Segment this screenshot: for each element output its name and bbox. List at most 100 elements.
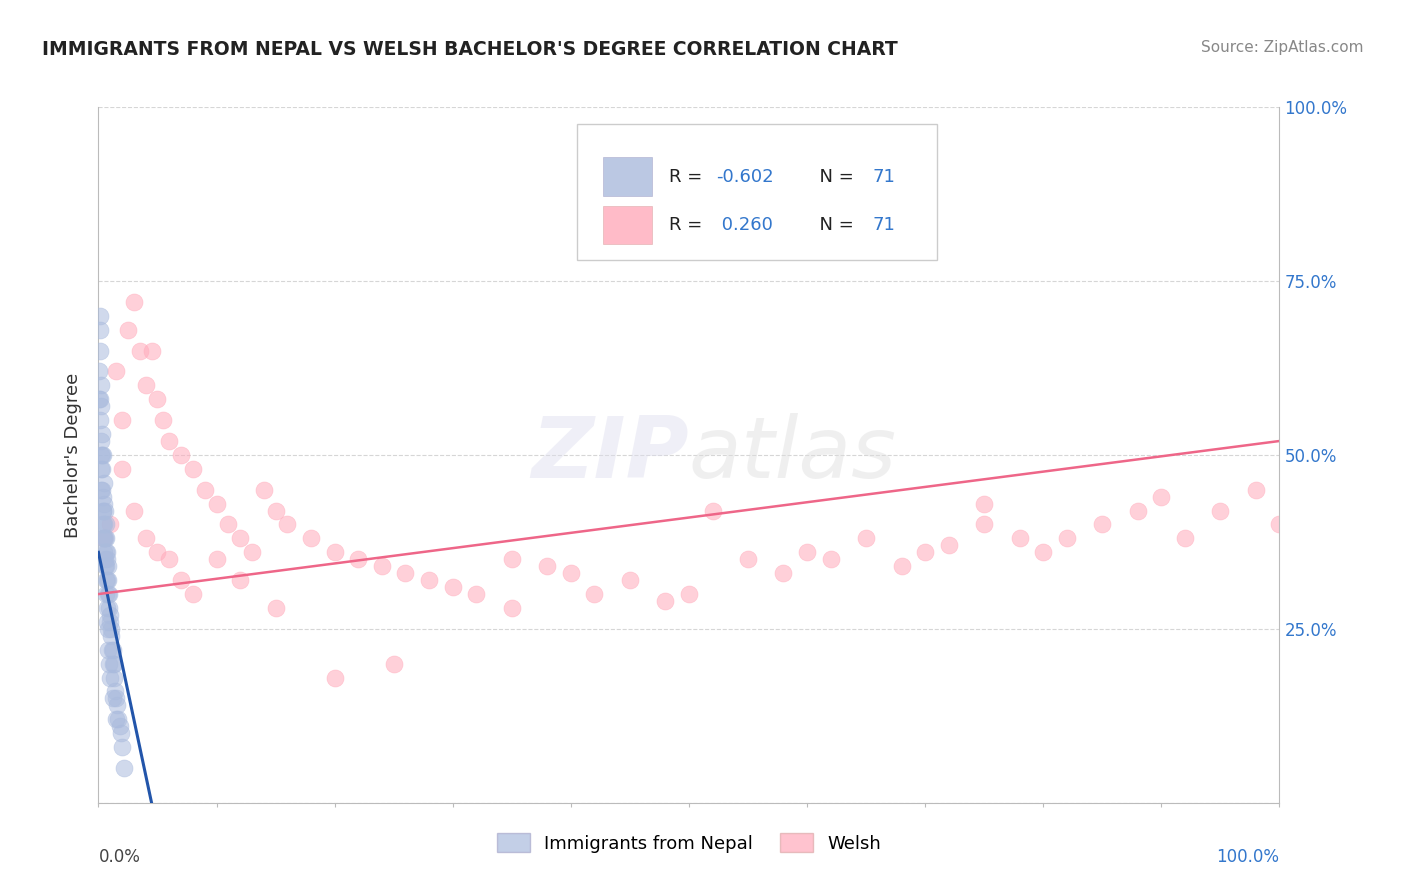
Y-axis label: Bachelor's Degree: Bachelor's Degree bbox=[65, 372, 83, 538]
Text: atlas: atlas bbox=[689, 413, 897, 497]
Legend: Immigrants from Nepal, Welsh: Immigrants from Nepal, Welsh bbox=[489, 825, 889, 860]
Point bbox=[98, 615, 121, 629]
Point bbox=[97, 559, 120, 574]
Point bbox=[240, 545, 263, 559]
Point bbox=[323, 545, 346, 559]
Point bbox=[112, 761, 135, 775]
Point bbox=[394, 566, 416, 581]
Point bbox=[100, 622, 122, 636]
Point bbox=[146, 392, 169, 407]
Point bbox=[654, 594, 676, 608]
Point bbox=[205, 497, 228, 511]
Point bbox=[181, 587, 204, 601]
Point bbox=[91, 503, 114, 517]
Point bbox=[98, 657, 121, 671]
Point bbox=[170, 448, 193, 462]
Text: Source: ZipAtlas.com: Source: ZipAtlas.com bbox=[1201, 40, 1364, 55]
Point bbox=[90, 434, 112, 448]
Point bbox=[441, 580, 464, 594]
Point bbox=[89, 323, 111, 337]
Point bbox=[299, 532, 322, 546]
Point bbox=[90, 448, 112, 462]
Point bbox=[347, 552, 370, 566]
Point bbox=[98, 671, 121, 685]
Point bbox=[536, 559, 558, 574]
Point bbox=[96, 601, 118, 615]
Point bbox=[371, 559, 394, 574]
Point bbox=[619, 573, 641, 587]
Point bbox=[104, 684, 127, 698]
Text: IMMIGRANTS FROM NEPAL VS WELSH BACHELOR'S DEGREE CORRELATION CHART: IMMIGRANTS FROM NEPAL VS WELSH BACHELOR'… bbox=[42, 40, 898, 59]
Text: -0.602: -0.602 bbox=[716, 168, 773, 186]
Point bbox=[678, 587, 700, 601]
Point bbox=[93, 532, 115, 546]
Point bbox=[110, 726, 132, 740]
Point bbox=[122, 294, 145, 309]
Point bbox=[93, 497, 115, 511]
Point bbox=[890, 559, 912, 574]
Point bbox=[96, 552, 118, 566]
Point bbox=[1244, 483, 1267, 497]
Point bbox=[1032, 545, 1054, 559]
Point bbox=[89, 392, 111, 407]
Point bbox=[157, 434, 180, 448]
Text: R =: R = bbox=[669, 168, 707, 186]
Point bbox=[89, 392, 111, 407]
Point bbox=[94, 573, 117, 587]
Point bbox=[91, 517, 114, 532]
Point bbox=[97, 587, 120, 601]
Point bbox=[938, 538, 960, 552]
Point bbox=[583, 587, 606, 601]
Point bbox=[98, 587, 121, 601]
Point bbox=[96, 559, 118, 574]
Point bbox=[96, 545, 118, 559]
Point bbox=[1091, 517, 1114, 532]
Point bbox=[100, 629, 122, 643]
Point bbox=[105, 364, 128, 378]
Text: 0.0%: 0.0% bbox=[98, 848, 141, 866]
Point bbox=[737, 552, 759, 566]
Point bbox=[94, 503, 117, 517]
Point bbox=[94, 587, 117, 601]
Bar bbox=[603, 206, 652, 244]
Text: 71: 71 bbox=[872, 217, 894, 235]
Point bbox=[93, 545, 115, 559]
Point bbox=[1150, 490, 1173, 504]
Point bbox=[111, 462, 134, 476]
Point bbox=[157, 552, 180, 566]
Point bbox=[855, 532, 877, 546]
Point bbox=[973, 497, 995, 511]
Point bbox=[1174, 532, 1197, 546]
Point bbox=[1209, 503, 1232, 517]
Point bbox=[501, 552, 523, 566]
Point bbox=[107, 712, 129, 726]
Text: 71: 71 bbox=[872, 168, 894, 186]
Point bbox=[91, 427, 114, 442]
Point bbox=[194, 483, 217, 497]
Point bbox=[105, 691, 128, 706]
Bar bbox=[603, 158, 652, 195]
Point bbox=[501, 601, 523, 615]
Point bbox=[103, 642, 125, 657]
Point bbox=[91, 483, 114, 497]
Point bbox=[91, 448, 114, 462]
Point bbox=[772, 566, 794, 581]
Point bbox=[103, 657, 125, 671]
Point bbox=[128, 343, 150, 358]
Point bbox=[91, 490, 114, 504]
Point bbox=[229, 532, 252, 546]
Point bbox=[98, 517, 121, 532]
Point bbox=[96, 615, 118, 629]
Point bbox=[98, 601, 121, 615]
Point bbox=[382, 657, 405, 671]
Point bbox=[1126, 503, 1149, 517]
Point bbox=[170, 573, 193, 587]
Point bbox=[93, 532, 115, 546]
Point bbox=[94, 545, 117, 559]
Point bbox=[973, 517, 995, 532]
Point bbox=[94, 559, 117, 574]
Point bbox=[93, 475, 115, 490]
Point bbox=[111, 413, 134, 427]
Point bbox=[122, 503, 145, 517]
Point bbox=[90, 483, 112, 497]
